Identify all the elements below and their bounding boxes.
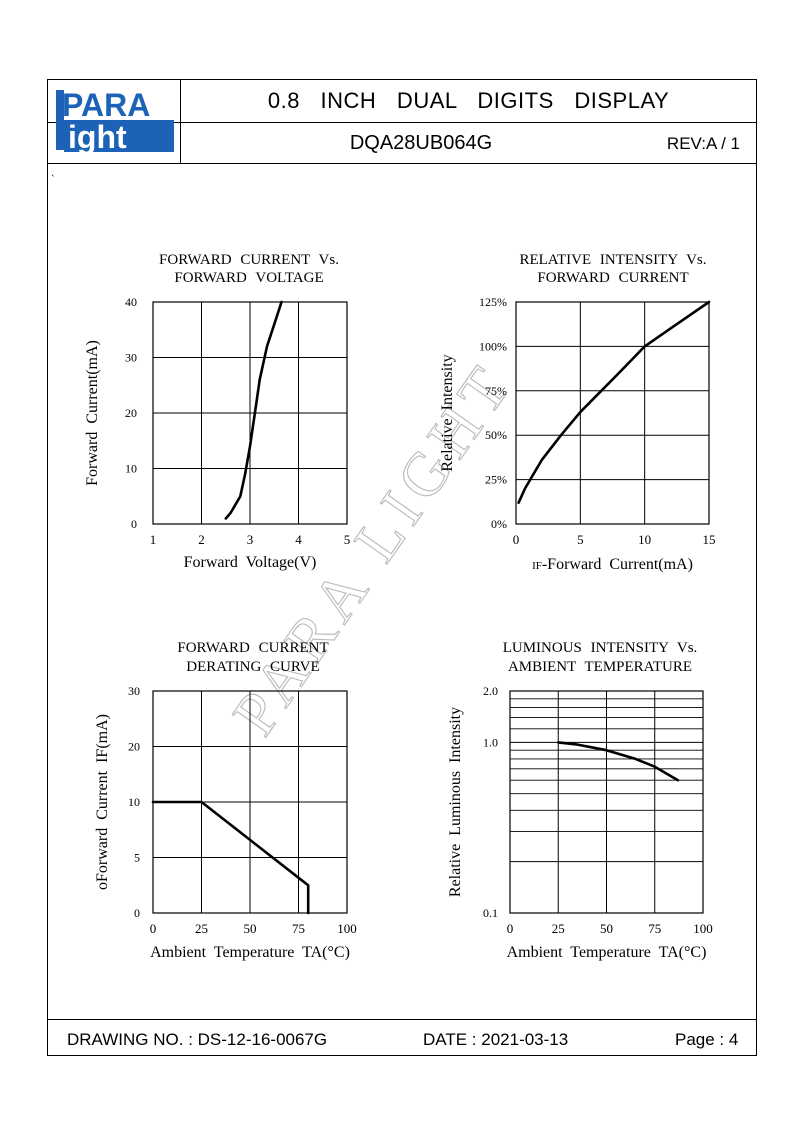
y-tick-label: 20	[128, 740, 140, 754]
x-tick-label: 75	[648, 921, 661, 936]
chart-title-line: LUMINOUS INTENSITY Vs.	[503, 640, 698, 656]
x-tick-label: 2	[198, 532, 205, 547]
y-axis-label: Relative Intensity	[439, 354, 456, 471]
chart-title-line: RELATIVE INTENSITY Vs.	[519, 252, 706, 268]
data-curve	[517, 300, 711, 505]
logo-text-top: PARA	[62, 87, 150, 123]
x-tick-label: 15	[703, 532, 716, 547]
chart-title-line: DERATING CURVE	[186, 659, 319, 675]
y-tick-label: 30	[128, 684, 140, 698]
logo-text-bottom: ight	[68, 119, 127, 155]
y-tick-label: 0%	[491, 517, 507, 531]
chart-title-line: FORWARD CURRENT	[177, 640, 328, 656]
page-number: Page : 4	[675, 1030, 739, 1049]
x-axis-label: Ambient Temperature TA(°C)	[150, 944, 350, 961]
chart-3: 0 25 50 75 100 0 5 10 20 30 FORWARD CURRENT DERATIN…	[94, 640, 357, 961]
chart-2: 0 5 10 15 0% 25% 50% 75% 100% 125% RELATIVE INTENS…	[439, 252, 716, 573]
logo-divider	[180, 79, 181, 163]
y-tick-label: 2.0	[483, 684, 498, 698]
x-tick-label: 0	[513, 532, 520, 547]
x-tick-label: 50	[244, 921, 257, 936]
chart-title-line: FORWARD CURRENT Vs.	[159, 252, 339, 268]
x-tick-label: 5	[577, 532, 584, 547]
document-title: 0.8 INCH DUAL DIGITS DISPLAY	[267, 88, 670, 113]
y-tick-label: 20	[125, 406, 137, 420]
page-frame	[47, 79, 757, 1056]
x-axis-label: Forward Voltage(V)	[184, 554, 317, 571]
data-curve	[556, 741, 680, 782]
x-tick-label: 100	[337, 921, 357, 936]
y-tick-label: 25%	[485, 473, 507, 487]
x-tick-label: 4	[295, 532, 302, 547]
y-tick-label: 0	[134, 906, 140, 920]
x-axis-label: Ambient Temperature TA(°C)	[507, 944, 707, 961]
header-divider-1	[47, 122, 757, 123]
y-tick-label: 30	[125, 351, 137, 365]
y-tick-label: 1.0	[483, 735, 498, 749]
drawing-date: DATE : 2021-03-13	[423, 1030, 569, 1049]
x-tick-label: 1	[150, 532, 157, 547]
y-tick-label: 75%	[485, 384, 507, 398]
plot-frame	[515, 301, 710, 525]
chart-title-line: FORWARD CURRENT	[537, 270, 688, 286]
x-tick-label: 25	[552, 921, 565, 936]
x-tick-label: 75	[292, 921, 305, 936]
chart-1: 1 2 3 4 5 0 10 20 30 40 FORWARD CURRENT Vs. FORWARD…	[84, 252, 350, 571]
y-tick-label: 100%	[479, 339, 507, 353]
chart-4: 0 25 50 75 100 0.1 1.0 2.0 LUMINOUS INTENSITY Vs…	[447, 640, 713, 961]
part-number: DQA28UB064G	[349, 132, 493, 154]
y-axis-label: oForward Current IF(mA)	[94, 714, 111, 890]
stray-mark: `	[51, 174, 55, 186]
y-tick-label: 0	[131, 517, 137, 531]
y-tick-label: 125%	[479, 295, 507, 309]
y-tick-label: 10	[125, 462, 137, 476]
y-tick-label: 50%	[485, 428, 507, 442]
y-tick-label: 0.1	[483, 906, 498, 920]
x-tick-label: 100	[693, 921, 713, 936]
x-axis-label-prefix: IF	[532, 560, 542, 572]
x-axis-label-text: Forward Voltage(V)	[184, 554, 317, 571]
x-tick-label: 3	[247, 532, 254, 547]
x-tick-label: 0	[150, 921, 157, 936]
x-tick-label: 10	[638, 532, 651, 547]
watermark-text: PARA LIGHT	[220, 350, 527, 748]
x-tick-label: 50	[600, 921, 613, 936]
x-tick-label: 5	[344, 532, 351, 547]
chart-title-line: AMBIENT TEMPERATURE	[508, 659, 692, 675]
x-axis-label-text: Ambient Temperature TA(°C)	[507, 944, 707, 961]
drawing-number: DRAWING NO. : DS-12-16-0067G	[67, 1030, 328, 1049]
x-axis-label: IF-Forward Current(mA)	[532, 556, 693, 573]
x-axis-label-text: -Forward Current(mA)	[542, 556, 693, 573]
y-axis-label: Forward Current(mA)	[84, 340, 101, 486]
x-axis-label-text: Ambient Temperature TA(°C)	[150, 944, 350, 961]
x-tick-label: 25	[195, 921, 208, 936]
data-curve	[224, 300, 283, 520]
footer-divider	[47, 1019, 757, 1020]
data-curve	[151, 800, 310, 915]
y-axis-label: Relative Luminous Intensity	[447, 707, 464, 897]
paralight-logo: PARA ight	[56, 87, 174, 155]
x-tick-label: 0	[507, 921, 514, 936]
y-tick-label: 10	[128, 795, 140, 809]
y-tick-label: 5	[134, 851, 140, 865]
header-divider-2	[47, 163, 757, 164]
revision: REV:A / 1	[666, 134, 740, 153]
chart-title-line: FORWARD VOLTAGE	[174, 270, 323, 286]
y-tick-label: 40	[125, 295, 137, 309]
